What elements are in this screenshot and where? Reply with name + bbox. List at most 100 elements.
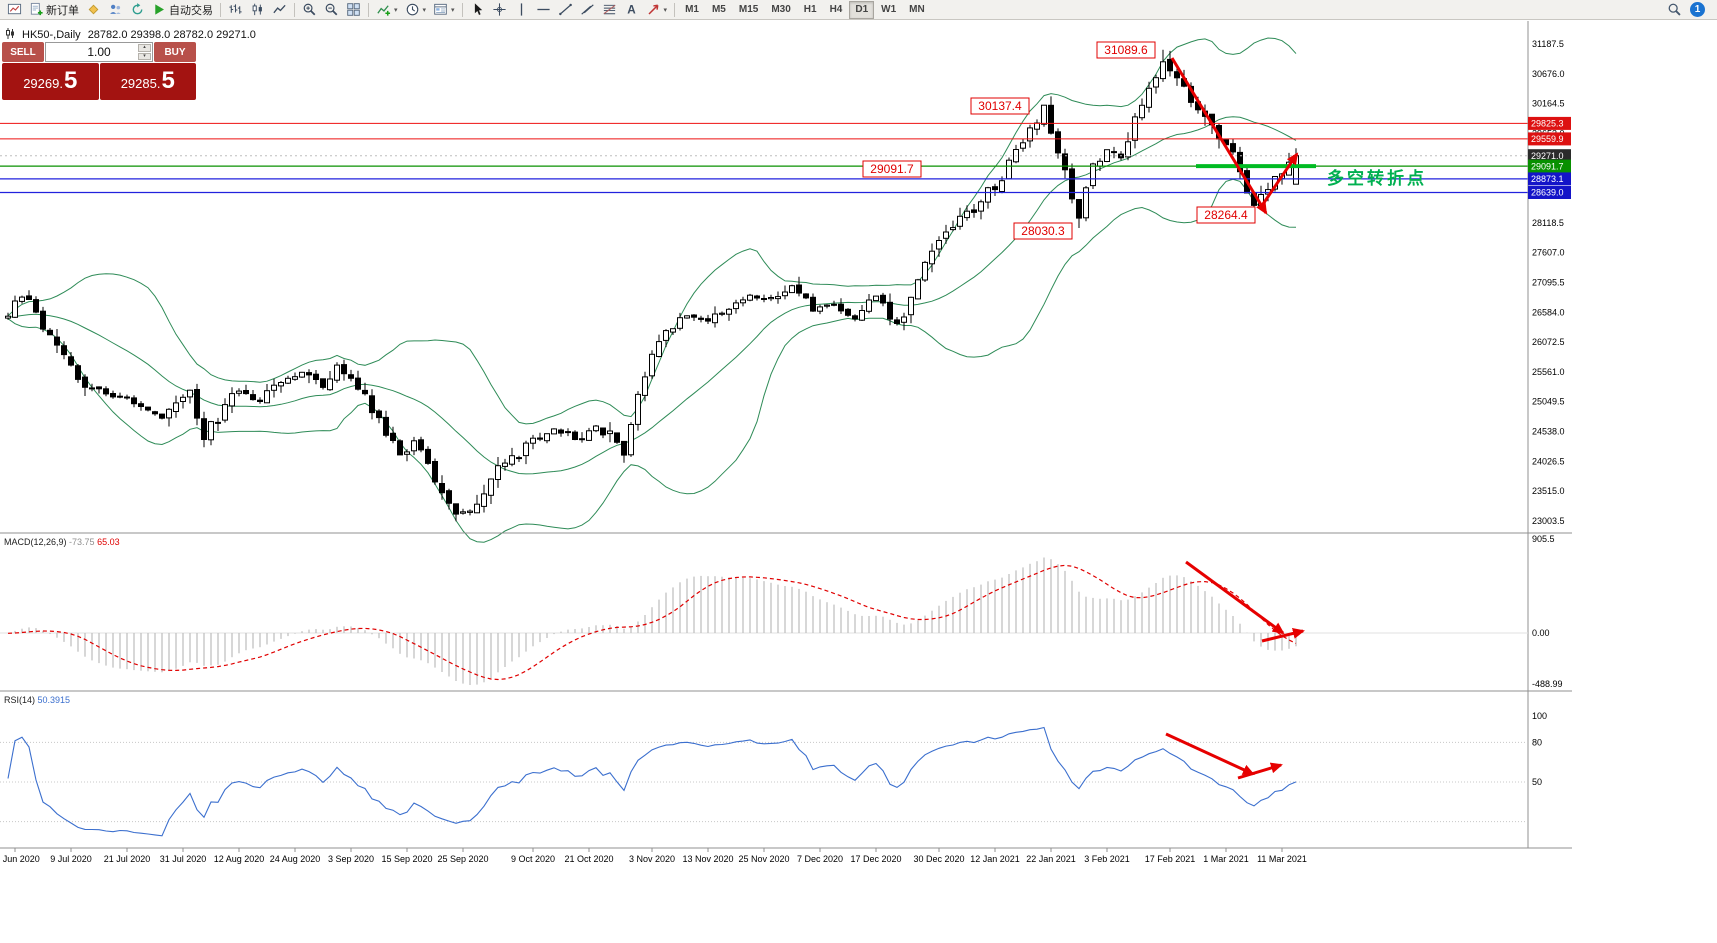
- search-button[interactable]: [1664, 1, 1685, 19]
- crosshair-button[interactable]: [489, 1, 510, 19]
- volume-input[interactable]: 1.00 ▴ ▾: [45, 42, 153, 62]
- bollinger-bands: [7, 37, 1297, 543]
- svg-text:3 Sep 2020: 3 Sep 2020: [328, 854, 374, 864]
- zoom-out-icon: [324, 2, 339, 17]
- hk50-daily-chart[interactable]: 31187.530676.030164.529653.029141.528630…: [0, 21, 1572, 943]
- svg-text:30 Dec 2020: 30 Dec 2020: [913, 854, 964, 864]
- refresh-button[interactable]: [127, 1, 148, 19]
- svg-text:28639.0: 28639.0: [1531, 188, 1564, 198]
- line-chart-button[interactable]: [269, 1, 290, 19]
- toolbar-separator: [674, 2, 676, 17]
- timeframe-m1-button[interactable]: M1: [679, 1, 705, 19]
- time-axis: 25 Jun 2020 9 Jul 2020 21 Jul 2020 31 Jul 2…: [0, 848, 1307, 864]
- timeframe-w1-button[interactable]: W1: [875, 1, 902, 19]
- channel-button[interactable]: [577, 1, 598, 19]
- templates-icon: [433, 2, 448, 17]
- one-click-trading-panel: SELL 1.00 ▴ ▾ BUY 29269. 5 29285. 5: [2, 42, 196, 100]
- svg-text:30137.4: 30137.4: [978, 99, 1022, 113]
- svg-text:13 Nov 2020: 13 Nov 2020: [682, 854, 733, 864]
- trendline-button[interactable]: [555, 1, 576, 19]
- buy-price-button[interactable]: 29285. 5: [99, 63, 196, 100]
- volume-decrease-button[interactable]: ▾: [138, 52, 151, 60]
- svg-text:905.5: 905.5: [1532, 534, 1555, 544]
- svg-text:27607.0: 27607.0: [1532, 248, 1565, 258]
- svg-text:27095.5: 27095.5: [1532, 277, 1565, 287]
- toolbar-separator: [461, 2, 463, 17]
- toolbar-right-group: 1: [1664, 1, 1713, 19]
- vertical-line-button[interactable]: [511, 1, 532, 19]
- text-tool-icon: A: [624, 2, 639, 17]
- cursor-icon: [470, 2, 485, 17]
- channel-icon: [580, 2, 595, 17]
- dropdown-caret-icon: ▾: [394, 6, 398, 14]
- arrows-tool-button[interactable]: ▾: [643, 1, 671, 19]
- timeframe-mn-button[interactable]: MN: [903, 1, 931, 19]
- svg-text:23003.5: 23003.5: [1532, 516, 1565, 526]
- svg-text:25 Sep 2020: 25 Sep 2020: [437, 854, 488, 864]
- svg-text:26584.0: 26584.0: [1532, 307, 1565, 317]
- trendline-icon: [558, 2, 573, 17]
- volume-increase-button[interactable]: ▴: [138, 44, 151, 52]
- chart-window-button[interactable]: [4, 1, 25, 19]
- price-annotations[interactable]: 31089.6 30137.4 29091.7 28030.3 28264.4: [862, 41, 1256, 240]
- templates-button[interactable]: ▾: [430, 1, 458, 19]
- timeframe-h1-button[interactable]: H1: [798, 1, 823, 19]
- rsi-line: [7, 726, 1297, 837]
- timeframe-m5-button[interactable]: M5: [706, 1, 732, 19]
- svg-text:29271.0: 29271.0: [1531, 151, 1564, 161]
- svg-text:28030.3: 28030.3: [1021, 224, 1065, 238]
- timeframe-d1-button[interactable]: D1: [849, 0, 875, 19]
- chart-ohlc-values: 28782.0 29398.0 28782.0 29271.0: [87, 29, 256, 41]
- sell-price-button[interactable]: 29269. 5: [2, 63, 99, 100]
- horizontal-line-icon: [536, 2, 551, 17]
- tile-windows-button[interactable]: [343, 1, 364, 19]
- candle-chart-icon: [250, 2, 265, 17]
- svg-text:9 Jul 2020: 9 Jul 2020: [50, 854, 92, 864]
- new-order-button[interactable]: 新订单: [26, 1, 82, 19]
- svg-text:11 Mar 2021: 11 Mar 2021: [1257, 854, 1307, 864]
- indicators-icon: [376, 2, 391, 17]
- periods-button[interactable]: ▾: [402, 1, 430, 19]
- chart-symbol-icon: [5, 28, 15, 42]
- trade-panel-price-row: 29269. 5 29285. 5: [2, 63, 196, 100]
- zoom-out-button[interactable]: [321, 1, 342, 19]
- layers-button[interactable]: [83, 1, 104, 19]
- fibonacci-button[interactable]: [599, 1, 620, 19]
- timeframe-m15-button[interactable]: M15: [733, 1, 764, 19]
- cursor-button[interactable]: [467, 1, 488, 19]
- volume-value: 1.00: [87, 45, 111, 59]
- chart-ohlc-header: HK50-,Daily 28782.0 29398.0 28782.0 2927…: [5, 28, 256, 42]
- main-toolbar: 新订单 自动交易 ▾ ▾ ▾ A ▾ M1 M5 M15 M30 H1 H4 D1 W1 MN 1: [0, 0, 1717, 20]
- accounts-icon: [108, 2, 123, 17]
- svg-text:28873.1: 28873.1: [1531, 174, 1564, 184]
- svg-text:9 Oct 2020: 9 Oct 2020: [511, 854, 555, 864]
- candle-chart-button[interactable]: [247, 1, 268, 19]
- horizontal-line-button[interactable]: [533, 1, 554, 19]
- svg-text:28264.4: 28264.4: [1204, 208, 1248, 222]
- indicators-button[interactable]: ▾: [373, 1, 401, 19]
- text-tool-button[interactable]: A: [621, 1, 642, 19]
- line-chart-icon: [272, 2, 287, 17]
- svg-text:21 Oct 2020: 21 Oct 2020: [564, 854, 613, 864]
- autotrade-button[interactable]: 自动交易: [149, 1, 216, 19]
- zoom-in-icon: [302, 2, 317, 17]
- accounts-button[interactable]: [105, 1, 126, 19]
- crosshair-icon: [492, 2, 507, 17]
- svg-text:12 Jan 2021: 12 Jan 2021: [970, 854, 1020, 864]
- svg-text:28118.5: 28118.5: [1532, 218, 1564, 228]
- timeframe-m30-button[interactable]: M30: [765, 1, 796, 19]
- bar-chart-button[interactable]: [225, 1, 246, 19]
- toolbar-separator: [294, 2, 295, 17]
- svg-text:A: A: [627, 3, 636, 16]
- zoom-in-button[interactable]: [299, 1, 320, 19]
- sell-price: 29269.: [23, 76, 63, 91]
- candlesticks: [5, 49, 1299, 522]
- timeframe-h4-button[interactable]: H4: [824, 1, 849, 19]
- sell-button[interactable]: SELL: [2, 42, 44, 62]
- vertical-line-icon: [514, 2, 529, 17]
- macd-signal-line: [7, 564, 1297, 681]
- buy-button[interactable]: BUY: [154, 42, 196, 62]
- notification-badge[interactable]: 1: [1690, 2, 1705, 17]
